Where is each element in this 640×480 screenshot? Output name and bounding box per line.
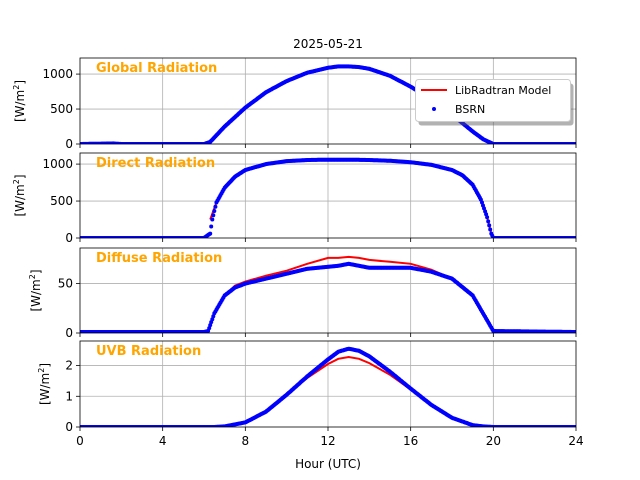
x-tick-label: 16 bbox=[403, 434, 418, 448]
obs-point bbox=[213, 204, 218, 209]
x-tick-label: 24 bbox=[568, 434, 583, 448]
x-tick-label: 20 bbox=[486, 434, 501, 448]
model-series-line bbox=[207, 255, 495, 332]
y-tick-label: 1000 bbox=[42, 67, 73, 81]
obs-point bbox=[212, 209, 217, 213]
panel-title: Global Radiation bbox=[96, 61, 217, 76]
y-axis-label: [W/m2] bbox=[28, 269, 43, 311]
panel-3: 0 50 Diffuse Radiation [W/m2] bbox=[28, 247, 577, 340]
obs-point bbox=[574, 330, 576, 333]
x-tick-label: 4 bbox=[159, 434, 167, 448]
x-tick-label: 0 bbox=[76, 434, 84, 448]
obs-point bbox=[487, 223, 492, 228]
panel-title: UVB Radiation bbox=[96, 344, 201, 359]
x-tick-label: 12 bbox=[320, 434, 335, 448]
obs-point bbox=[210, 217, 215, 222]
y-axis-label: [W/m2] bbox=[12, 174, 27, 216]
plot-area bbox=[80, 157, 576, 238]
plot-area bbox=[80, 346, 576, 427]
x-tick-label: 8 bbox=[242, 434, 250, 448]
model-series-line bbox=[209, 159, 495, 238]
y-tick-label: 500 bbox=[50, 194, 73, 208]
y-tick-label: 500 bbox=[50, 102, 73, 116]
y-tick-label: 0 bbox=[65, 326, 73, 340]
y-tick-label: 0 bbox=[65, 137, 73, 151]
figure-title: 2025-05-21 bbox=[293, 37, 363, 51]
obs-point bbox=[211, 213, 216, 218]
panel-2: 0 500 1000 Direct Radiation [W/m2] bbox=[12, 152, 577, 245]
obs-point bbox=[209, 224, 214, 229]
obs-point bbox=[574, 425, 576, 427]
y-axis-label: [W/m2] bbox=[12, 80, 27, 122]
panel-title: Diffuse Radiation bbox=[96, 251, 222, 266]
y-tick-label: 50 bbox=[58, 277, 73, 291]
obs-point bbox=[486, 219, 491, 224]
x-axis-label: Hour (UTC) bbox=[295, 457, 361, 471]
y-tick-label: 0 bbox=[65, 420, 73, 434]
obs-point bbox=[574, 142, 576, 144]
y-tick-label: 1 bbox=[65, 389, 73, 403]
legend-model-label: LibRadtran Model bbox=[455, 84, 551, 97]
y-tick-label: 0 bbox=[65, 231, 73, 245]
obs-point bbox=[488, 227, 493, 232]
legend-box bbox=[415, 79, 571, 122]
y-tick-label: 1000 bbox=[42, 157, 73, 171]
legend-obs-label: BSRN bbox=[455, 103, 485, 116]
panel-1: 0 500 1000 Global Radiation [W/m2] bbox=[12, 57, 577, 151]
legend: LibRadtran Model BSRN bbox=[415, 79, 574, 126]
y-tick-label: 2 bbox=[65, 359, 73, 373]
obs-point bbox=[482, 206, 486, 211]
panel-title: Direct Radiation bbox=[96, 156, 215, 171]
legend-obs-swatch bbox=[432, 107, 436, 111]
plot-area bbox=[80, 255, 576, 333]
y-axis-label: [W/m2] bbox=[37, 363, 52, 405]
obs-point bbox=[574, 236, 576, 238]
obs-point bbox=[485, 215, 490, 220]
obs-point bbox=[208, 231, 213, 236]
